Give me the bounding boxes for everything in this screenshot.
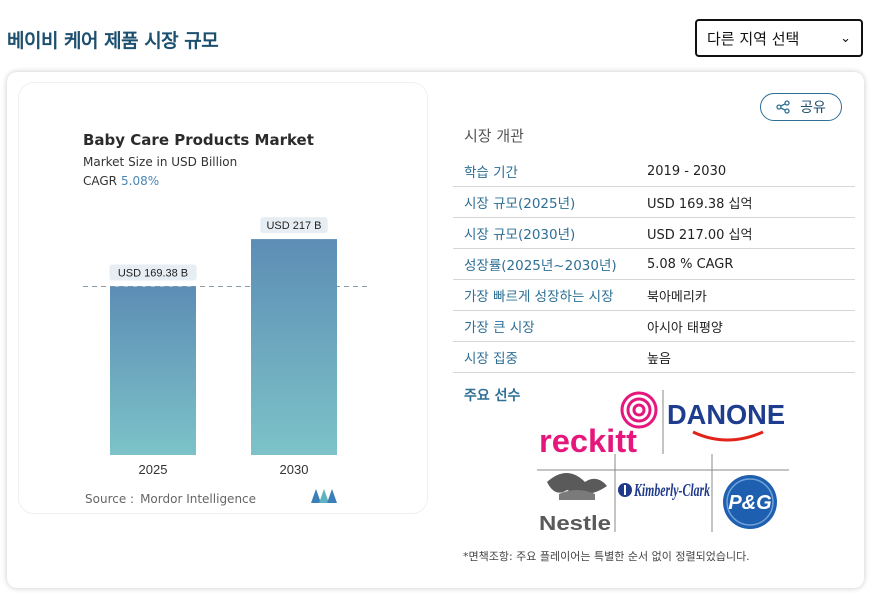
share-icon <box>776 100 790 114</box>
data-label: USD 217 B <box>266 220 321 232</box>
players-label: 주요 선수 <box>464 388 521 404</box>
overview-row-value: 아시아 태평양 <box>647 320 723 336</box>
overview-row-value: 5.08 % CAGR <box>647 256 734 272</box>
overview-row: 시장 규모(2030년) USD 217.00 십억 <box>453 218 855 249</box>
overview-row-key: 시장 규모(2030년) <box>464 227 576 243</box>
chart-cagr: CAGR 5.08% <box>83 174 159 188</box>
chevron-down-icon: ⌄ <box>840 30 851 46</box>
overview-panel: 공유 시장 개관 학습 기간 2019 - 2030 시장 규모(2025년) USD… <box>453 72 855 588</box>
overview-row-key: 학습 기간 <box>464 165 518 181</box>
overview-row-value: 2019 - 2030 <box>647 163 727 179</box>
nestle-logo: Nestle <box>539 473 611 532</box>
region-select-value: 다른 지역 선택 <box>707 29 800 48</box>
chart-title: Baby Care Products Market <box>83 131 314 149</box>
overview-title: 시장 개관 <box>464 127 524 145</box>
source-label: Source : <box>85 492 135 506</box>
overview-row: 학습 기간 2019 - 2030 <box>453 156 855 187</box>
x-tick-label: 2025 <box>139 462 168 477</box>
svg-text:Nestle: Nestle <box>539 513 611 532</box>
overview-row-value: USD 217.00 십억 <box>647 227 753 243</box>
bar-2025 <box>110 286 196 455</box>
disclaimer: *면책조항: 주요 플레이어는 특별한 순서 없이 정렬되었습니다. <box>463 550 750 563</box>
region-select[interactable]: 다른 지역 선택 ⌄ <box>695 19 863 57</box>
svg-text:Kimberly-Clark: Kimberly-Clark <box>633 480 710 500</box>
overview-row: 가장 빠르게 성장하는 시장 북아메리카 <box>453 280 855 311</box>
danone-logo: DANONE <box>667 399 785 442</box>
chart-source: Source : Mordor Intelligence <box>85 492 256 506</box>
bar-chart: USD 169.38 B 2025 USD 217 B 2030 <box>83 217 369 477</box>
overview-row-key: 성장률(2025년~2030년) <box>464 258 617 274</box>
svg-text:reckitt: reckitt <box>539 423 637 459</box>
pg-logo: P&G <box>723 475 777 529</box>
share-label: 공유 <box>800 100 826 116</box>
page-title: 베이비 케어 제품 시장 규모 <box>7 30 219 52</box>
overview-table: 학습 기간 2019 - 2030 시장 규모(2025년) USD 169.38 십… <box>453 156 855 373</box>
bar-2030 <box>251 239 337 455</box>
source-value: Mordor Intelligence <box>140 492 257 506</box>
overview-row: 성장률(2025년~2030년) 5.08 % CAGR <box>453 249 855 280</box>
reckitt-logo: reckitt <box>539 391 658 459</box>
overview-row-key: 시장 집중 <box>464 351 518 367</box>
svg-text:DANONE: DANONE <box>667 399 785 430</box>
chart-panel: USD 169.38 B 2025 USD 217 B 2030 Baby Care … <box>18 82 428 514</box>
overview-row-key: 가장 큰 시장 <box>464 320 535 336</box>
market-card: USD 169.38 B 2025 USD 217 B 2030 Baby Care … <box>7 72 864 588</box>
data-label-bg <box>109 264 197 281</box>
overview-row-value: USD 169.38 십억 <box>647 196 753 212</box>
share-button[interactable]: 공유 <box>760 93 842 121</box>
svg-text:P&G: P&G <box>728 492 771 514</box>
overview-row-key: 시장 규모(2025년) <box>464 196 576 212</box>
overview-row: 시장 규모(2025년) USD 169.38 십억 <box>453 187 855 218</box>
kimberly-clark-logo: Kimberly-Clark <box>618 480 710 500</box>
overview-row-value: 높음 <box>647 351 671 367</box>
overview-row-key: 가장 빠르게 성장하는 시장 <box>464 289 614 305</box>
cagr-value: 5.08% <box>121 174 160 188</box>
overview-row-value: 북아메리카 <box>647 289 707 305</box>
chart-subtitle: Market Size in USD Billion <box>83 155 238 169</box>
players-logos: reckitt DANONE Nestle Kimberly-Clark P&G <box>537 390 789 532</box>
cagr-label: CAGR <box>83 174 118 188</box>
overview-row: 가장 큰 시장 아시아 태평양 <box>453 311 855 342</box>
data-label: USD 169.38 B <box>118 267 188 279</box>
data-label-bg <box>260 217 328 234</box>
x-tick-label: 2030 <box>280 462 309 477</box>
overview-row: 시장 집중 높음 <box>453 342 855 373</box>
mordor-logo-icon <box>311 489 337 503</box>
